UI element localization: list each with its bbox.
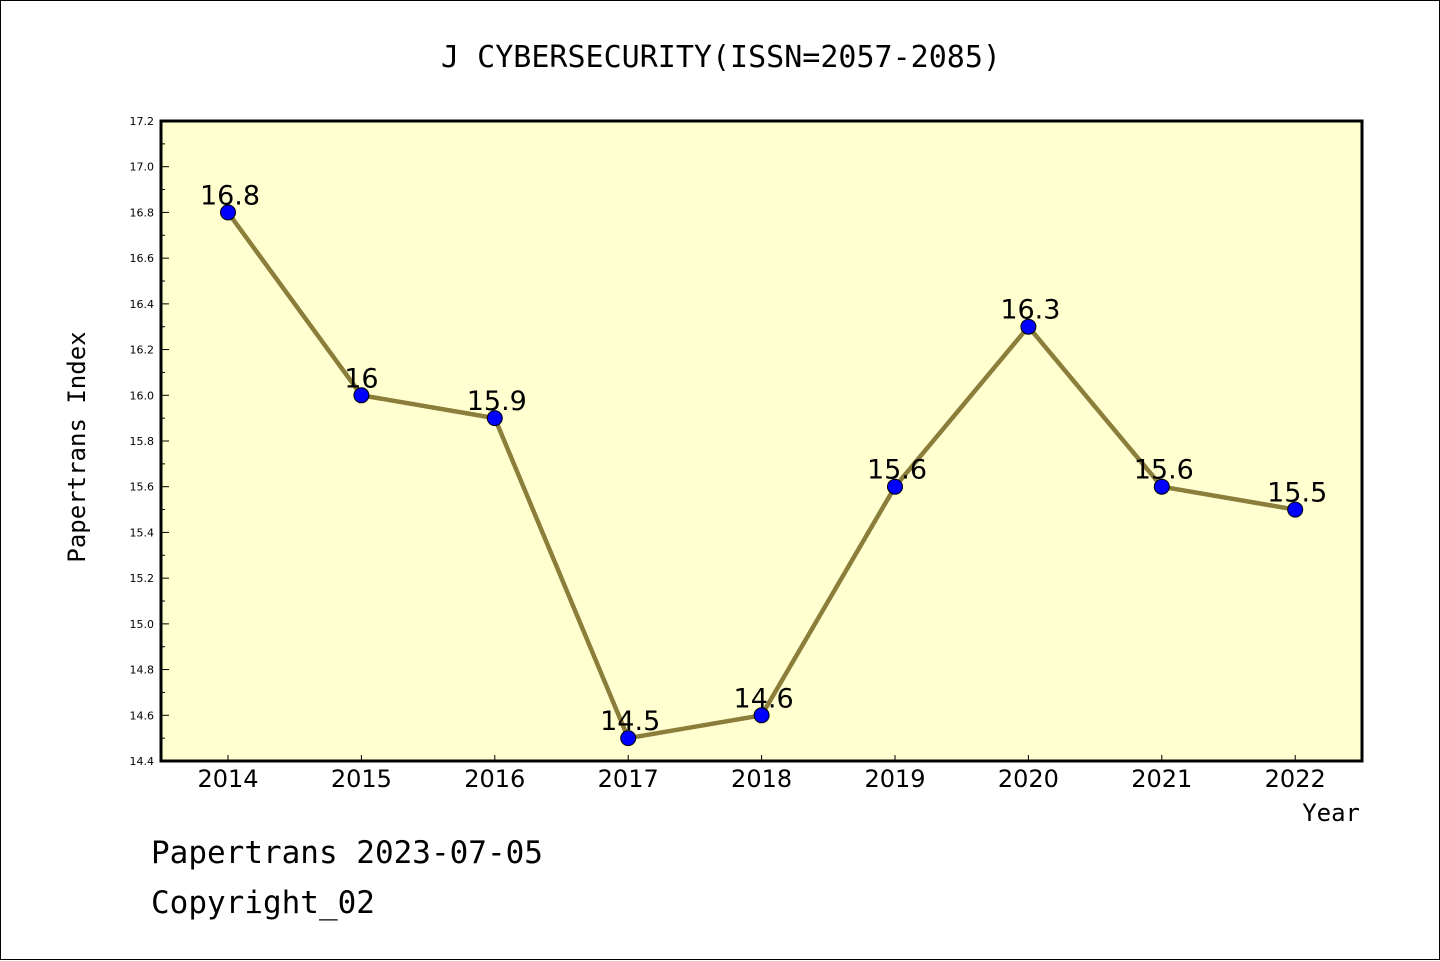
data-label: 14.5	[600, 706, 660, 737]
x-tick-label: 2015	[331, 765, 392, 793]
data-point	[1020, 318, 1037, 335]
data-label: 15.6	[867, 455, 927, 486]
x-tick-label: 2017	[598, 765, 659, 793]
chart-title: J CYBERSECURITY(ISSN=2057-2085)	[441, 40, 1001, 75]
y-tick-label: 15.6	[130, 481, 155, 494]
x-tick-label: 2019	[864, 765, 925, 793]
y-tick-label: 17.2	[130, 115, 155, 128]
x-tick-label: 2018	[731, 765, 792, 793]
x-tick-label: 2014	[197, 765, 258, 793]
y-tick-label: 17.0	[130, 161, 155, 174]
y-tick-label: 14.4	[130, 755, 155, 768]
y-tick-label: 15.8	[130, 435, 155, 448]
x-tick-label: 2021	[1131, 765, 1192, 793]
data-point	[1153, 478, 1170, 495]
data-label: 15.5	[1267, 478, 1327, 509]
data-label: 15.6	[1134, 455, 1194, 486]
plot-area	[161, 121, 1362, 761]
y-tick-label: 16.0	[130, 389, 155, 402]
y-tick-label: 15.4	[130, 526, 155, 539]
y-tick-label: 16.2	[130, 344, 155, 357]
y-tick-label: 16.8	[130, 206, 155, 219]
data-label: 16	[344, 363, 378, 394]
data-label: 16.8	[200, 180, 260, 211]
data-label: 14.6	[734, 683, 794, 714]
x-tick-label: 2016	[464, 765, 525, 793]
footer-date: Papertrans 2023-07-05	[151, 835, 543, 871]
data-point	[620, 730, 637, 747]
y-tick-label: 16.6	[130, 252, 155, 265]
y-tick-label: 15.2	[130, 572, 155, 585]
data-point	[220, 204, 236, 221]
data-point	[887, 478, 903, 495]
x-tick-label: 2022	[1265, 765, 1326, 793]
x-tick-label: 2020	[998, 765, 1059, 793]
data-label: 16.3	[1000, 295, 1060, 326]
x-axis-label: Year	[1302, 799, 1360, 827]
y-tick-label: 15.0	[130, 618, 155, 631]
data-point	[1287, 501, 1304, 518]
y-tick-label: 14.6	[130, 709, 155, 722]
footer-copyright: Copyright_02	[151, 885, 375, 921]
y-tick-label: 14.8	[130, 664, 155, 677]
data-point	[353, 387, 370, 404]
y-tick-label: 16.4	[130, 298, 155, 311]
plot-border	[159, 119, 1364, 763]
data-point	[753, 707, 770, 724]
data-point	[486, 410, 503, 427]
y-axis-label: Papertrans Index	[63, 331, 91, 562]
data-label: 15.9	[467, 386, 527, 417]
